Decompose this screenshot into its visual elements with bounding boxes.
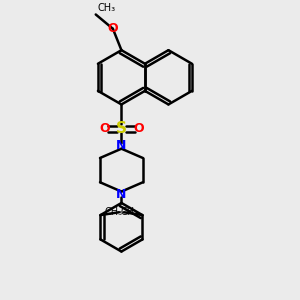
Text: N: N [116, 140, 127, 152]
Text: O: O [133, 122, 144, 135]
Text: O: O [99, 122, 110, 135]
Text: CH₃: CH₃ [104, 207, 122, 217]
Text: S: S [116, 121, 127, 136]
Text: CH₃: CH₃ [97, 3, 115, 13]
Text: N: N [116, 188, 127, 201]
Text: CH₃: CH₃ [120, 207, 139, 217]
Text: O: O [108, 22, 118, 35]
